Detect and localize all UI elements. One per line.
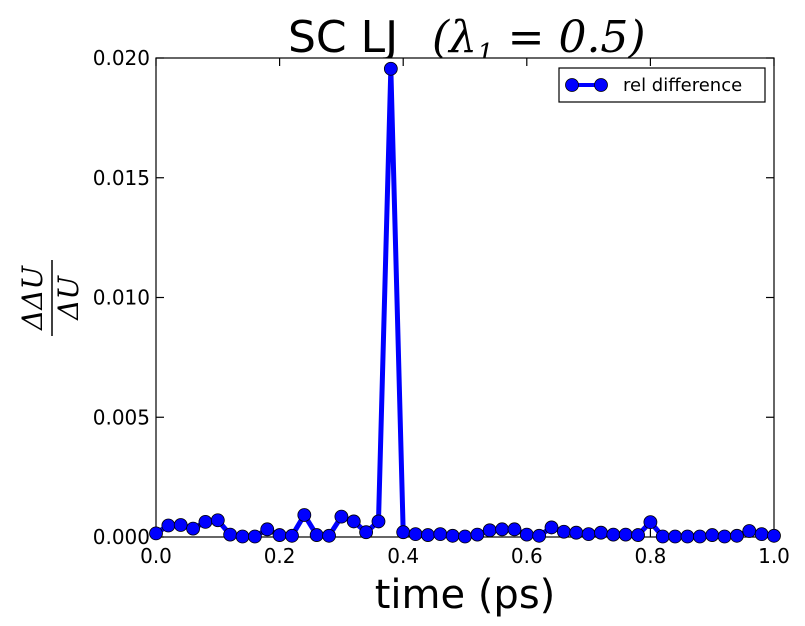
- data-point: [754, 527, 769, 542]
- data-point: [705, 528, 720, 542]
- x-tick-label: 0.0: [140, 544, 172, 568]
- chart-title: SC LJ (λ1 = 0.5): [288, 12, 646, 69]
- y-tick-label: 0.010: [93, 286, 150, 310]
- data-point: [408, 527, 423, 542]
- x-axis-label: time (ps): [375, 572, 556, 618]
- x-tick-label: 1.0: [758, 544, 790, 568]
- data-point: [655, 529, 670, 544]
- data-point: [692, 529, 707, 544]
- chart-title-text: SC LJ: [288, 12, 398, 63]
- data-point: [569, 525, 584, 540]
- data-point: [594, 525, 608, 540]
- data-point: [309, 528, 324, 542]
- data-point: [581, 527, 596, 542]
- x-tick-label: 0.6: [511, 544, 543, 568]
- data-point: [445, 528, 460, 543]
- data-point: [210, 513, 225, 528]
- data-point: [260, 522, 275, 537]
- data-point: [668, 529, 683, 544]
- data-point: [433, 527, 448, 542]
- data-point: [247, 529, 262, 544]
- data-point: [421, 528, 435, 542]
- chart-title-math: (λ1 = 0.5): [432, 12, 646, 69]
- data-point: [223, 527, 238, 542]
- data-point: [631, 528, 645, 542]
- data-point: [606, 527, 621, 542]
- data-point: [643, 515, 658, 530]
- data-point: [346, 514, 361, 529]
- y-tick-label: 0.000: [93, 525, 150, 549]
- data-point: [396, 525, 411, 540]
- data-point: [717, 529, 732, 544]
- plot-area: [155, 57, 775, 538]
- chart-title-math-rest: = 0.5): [494, 12, 646, 63]
- data-point: [519, 527, 534, 542]
- data-point: [742, 524, 757, 538]
- chart-title-math-main: (λ: [432, 12, 477, 63]
- data-point: [544, 520, 559, 535]
- data-point: [458, 529, 472, 544]
- data-point: [383, 61, 398, 76]
- x-tick-label: 0.2: [264, 544, 296, 568]
- y-tick-label: 0.015: [93, 166, 150, 190]
- y-axis-label: ΔΔU ΔU: [16, 260, 85, 336]
- data-point: [272, 528, 287, 542]
- data-point: [359, 525, 374, 540]
- data-point: [482, 523, 497, 538]
- x-tick-label: 0.4: [387, 544, 419, 568]
- data-point: [161, 518, 176, 533]
- data-point: [767, 528, 781, 543]
- legend-marker-right: [594, 78, 608, 92]
- data-point: [334, 509, 349, 524]
- data-point: [532, 528, 547, 543]
- data-point: [495, 522, 509, 537]
- data-point: [186, 521, 200, 536]
- data-point: [297, 508, 312, 522]
- data-point: [507, 522, 522, 537]
- legend-label: rel difference: [623, 75, 742, 96]
- data-point: [322, 528, 336, 543]
- data-point: [285, 528, 299, 543]
- data-point: [730, 528, 744, 543]
- x-tick-label: 0.8: [634, 544, 666, 568]
- series-rel-difference: [149, 61, 781, 544]
- y-tick-label: 0.005: [93, 405, 150, 429]
- legend-marker-left: [565, 78, 579, 92]
- series-layer: [149, 61, 781, 544]
- data-point: [198, 515, 213, 529]
- data-point: [173, 518, 188, 532]
- legend: rel difference: [558, 67, 766, 103]
- y-axis-label-numerator: ΔΔU: [16, 265, 49, 331]
- y-tick-label: 0.020: [93, 46, 150, 70]
- data-point: [235, 529, 250, 544]
- data-point: [556, 524, 571, 539]
- data-point: [149, 526, 163, 541]
- y-axis-label-denominator: ΔU: [52, 275, 85, 321]
- data-point: [680, 529, 695, 544]
- axis-tick-labels: 0.0 0.2 0.4 0.6 0.8 1.0 0.000 0.005 0.010 0.015 0.…: [93, 46, 790, 568]
- data-point: [470, 527, 485, 542]
- data-point: [618, 527, 633, 542]
- data-point: [371, 514, 386, 529]
